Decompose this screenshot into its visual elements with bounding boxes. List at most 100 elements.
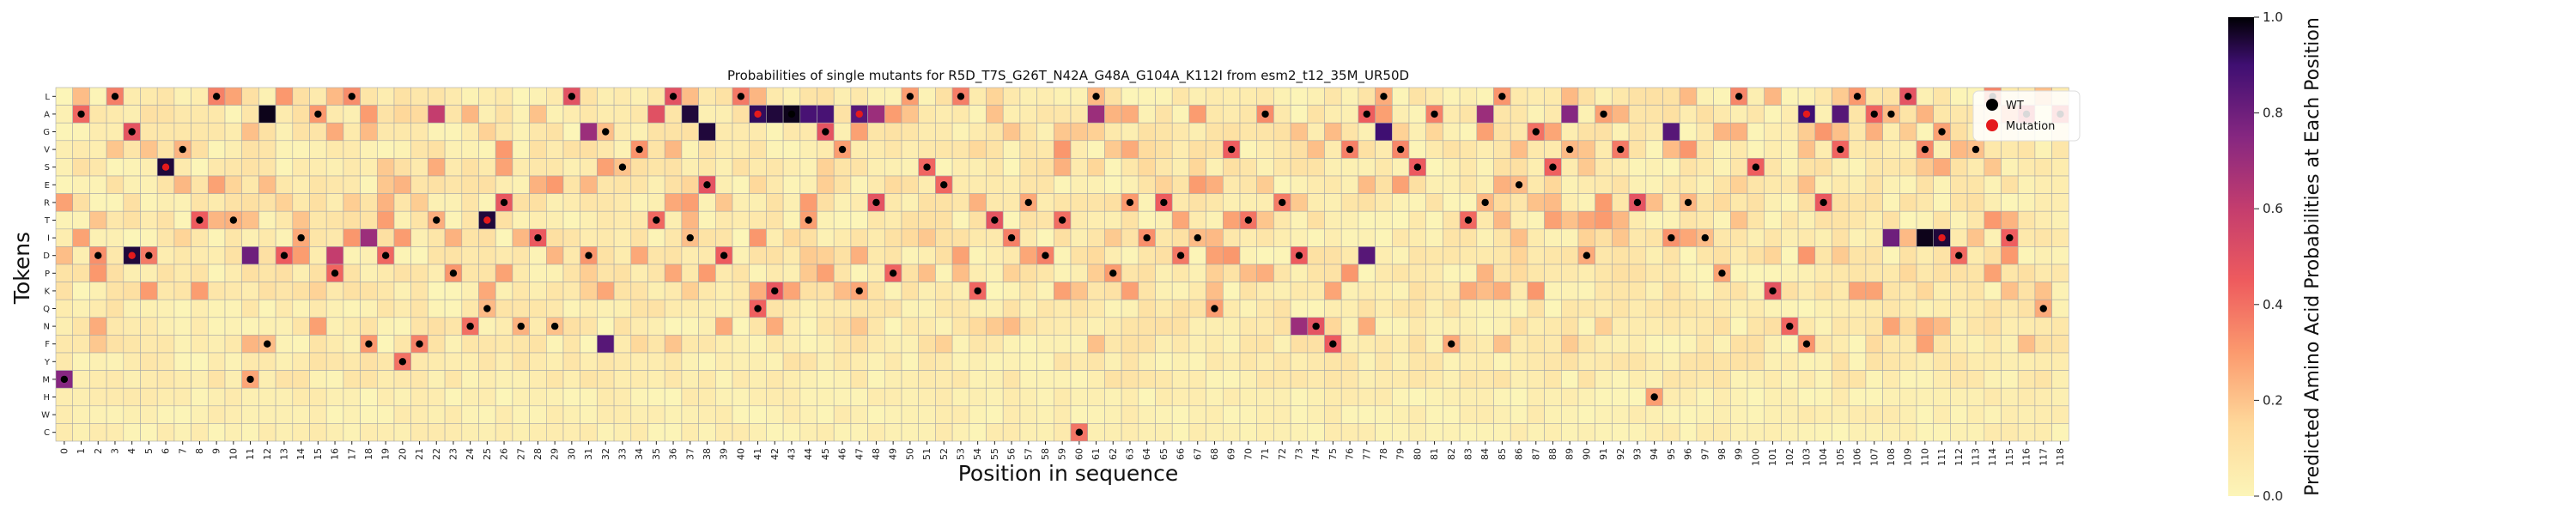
heatmap-cell bbox=[2001, 140, 2019, 159]
heatmap-cell bbox=[613, 140, 632, 159]
wt-marker bbox=[991, 216, 999, 224]
heatmap-cell bbox=[428, 193, 446, 212]
heatmap-cell bbox=[1493, 140, 1511, 159]
heatmap-cell bbox=[208, 352, 226, 371]
heatmap-cell bbox=[1070, 87, 1089, 106]
heatmap-cell bbox=[1239, 317, 1258, 336]
heatmap-cell bbox=[698, 282, 716, 300]
heatmap-cell bbox=[782, 175, 801, 194]
heatmap-cell bbox=[1443, 317, 1461, 336]
heatmap-cell bbox=[1950, 175, 1968, 194]
wt-marker bbox=[1143, 233, 1151, 242]
heatmap-cell bbox=[478, 105, 496, 124]
heatmap-cell bbox=[241, 140, 259, 159]
heatmap-cell bbox=[1019, 246, 1037, 265]
heatmap-cell bbox=[191, 335, 209, 354]
heatmap-cell bbox=[1679, 264, 1698, 282]
heatmap-cell bbox=[309, 282, 327, 300]
heatmap-cell bbox=[1561, 352, 1579, 371]
heatmap-cell bbox=[951, 193, 970, 212]
heatmap-cell bbox=[258, 387, 276, 407]
heatmap-cell bbox=[1950, 193, 1968, 212]
heatmap-cell bbox=[325, 122, 344, 142]
heatmap-cell bbox=[1966, 352, 1985, 371]
heatmap-cell bbox=[1747, 140, 1765, 159]
heatmap-cell bbox=[1138, 299, 1156, 318]
heatmap-cell bbox=[1036, 423, 1054, 442]
heatmap-cell bbox=[1966, 423, 1985, 442]
heatmap-cell bbox=[1527, 193, 1545, 212]
heatmap-cell bbox=[1933, 423, 1951, 442]
wt-marker bbox=[381, 251, 390, 259]
heatmap-cell bbox=[325, 193, 344, 212]
heatmap-cell bbox=[749, 210, 767, 230]
heatmap-cell bbox=[360, 299, 378, 318]
x-tick-label: 88 bbox=[1547, 448, 1558, 460]
heatmap-cell bbox=[1696, 370, 1714, 389]
heatmap-cell bbox=[782, 317, 801, 336]
heatmap-cell bbox=[2017, 299, 2036, 318]
x-tick-label: 83 bbox=[1462, 448, 1473, 460]
heatmap-cell bbox=[1425, 423, 1443, 442]
heatmap-cell bbox=[1764, 87, 1782, 106]
heatmap-cell bbox=[1256, 370, 1274, 389]
x-tick-label: 59 bbox=[1057, 448, 1068, 460]
mutation-marker bbox=[1938, 233, 1946, 242]
heatmap-cell bbox=[1054, 299, 1072, 318]
heatmap-cell bbox=[1645, 282, 1663, 300]
heatmap-cell bbox=[1595, 193, 1613, 212]
heatmap-cell bbox=[1171, 158, 1190, 177]
heatmap-cell bbox=[1239, 405, 1258, 424]
heatmap-cell bbox=[140, 158, 158, 177]
wt-marker bbox=[1346, 145, 1354, 154]
heatmap-cell bbox=[901, 423, 920, 442]
heatmap-cell bbox=[1188, 264, 1206, 282]
heatmap-cell bbox=[714, 122, 733, 142]
heatmap-cell bbox=[766, 87, 784, 106]
heatmap-cell bbox=[292, 352, 310, 371]
heatmap-cell bbox=[901, 317, 920, 336]
heatmap-cell bbox=[1340, 122, 1359, 142]
heatmap-cell bbox=[1747, 228, 1765, 247]
heatmap-cell bbox=[410, 122, 428, 142]
heatmap-cell bbox=[647, 122, 665, 142]
wt-marker bbox=[720, 251, 728, 259]
y-tick-label: P bbox=[45, 270, 50, 279]
heatmap-cell bbox=[1223, 387, 1241, 407]
heatmap-cell bbox=[714, 423, 733, 442]
heatmap-cell bbox=[664, 122, 683, 142]
heatmap-cell bbox=[799, 405, 817, 424]
heatmap-cell bbox=[1510, 299, 1528, 318]
heatmap-cell bbox=[1307, 423, 1325, 442]
heatmap-cell bbox=[1358, 193, 1376, 212]
heatmap-cell bbox=[732, 122, 750, 142]
x-tick-label: 95 bbox=[1666, 448, 1677, 460]
heatmap-cell bbox=[1408, 405, 1427, 424]
heatmap-cell bbox=[2051, 158, 2069, 177]
heatmap-cell bbox=[782, 210, 801, 230]
heatmap-cell bbox=[986, 158, 1004, 177]
heatmap-cell bbox=[529, 246, 547, 265]
heatmap-cell bbox=[2001, 246, 2019, 265]
wt-marker bbox=[1887, 110, 1895, 118]
heatmap-cell bbox=[1425, 352, 1443, 371]
heatmap-cell bbox=[935, 405, 953, 424]
heatmap-cell bbox=[782, 87, 801, 106]
wt-marker bbox=[1211, 305, 1218, 312]
heatmap-cell bbox=[478, 317, 496, 336]
heatmap-cell bbox=[1459, 282, 1478, 300]
heatmap-cell bbox=[850, 370, 868, 389]
heatmap-cell bbox=[461, 264, 479, 282]
heatmap-cell bbox=[1713, 299, 1731, 318]
heatmap-cell bbox=[901, 158, 920, 177]
heatmap-cell bbox=[1087, 405, 1105, 424]
heatmap-cell bbox=[292, 387, 310, 407]
heatmap-cell bbox=[444, 282, 463, 300]
heatmap-cell bbox=[1036, 405, 1054, 424]
heatmap-cell bbox=[766, 387, 784, 407]
heatmap-cell bbox=[1206, 423, 1224, 442]
heatmap-cell bbox=[410, 175, 428, 194]
heatmap-cell bbox=[1764, 210, 1782, 230]
x-tick-label: 56 bbox=[1006, 448, 1018, 460]
heatmap-cell bbox=[428, 175, 446, 194]
